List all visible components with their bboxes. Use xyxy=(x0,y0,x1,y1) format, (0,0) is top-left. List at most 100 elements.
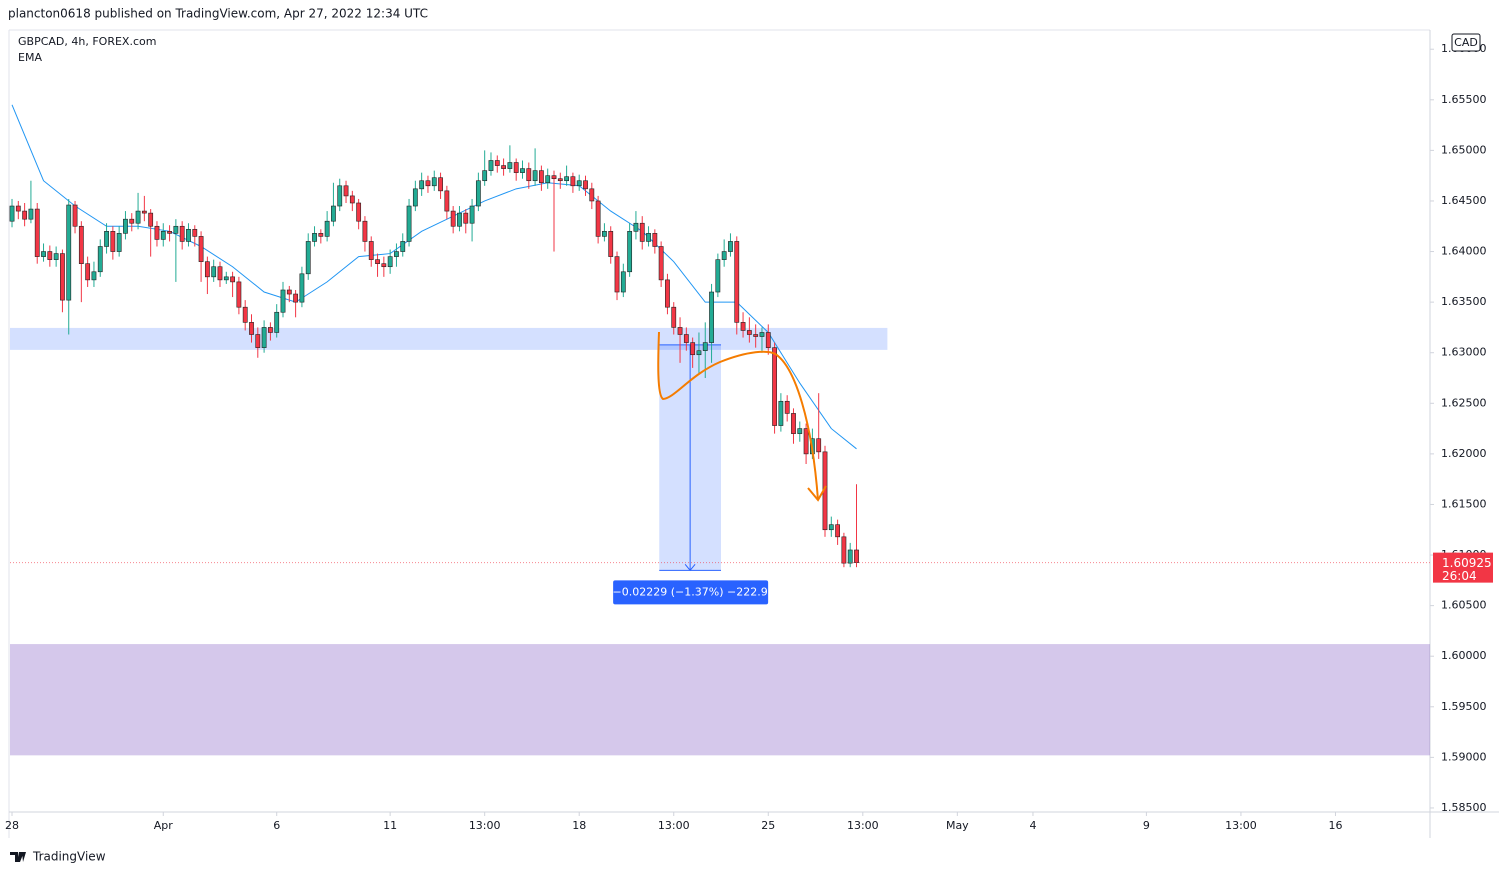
brand-name: TradingView xyxy=(32,850,106,864)
candle-body xyxy=(41,251,46,257)
candle-body xyxy=(709,291,714,343)
candle-body xyxy=(608,231,614,257)
x-tick-label: 18 xyxy=(572,819,586,832)
candle-body xyxy=(331,205,336,222)
candle-body xyxy=(513,162,519,173)
candle-body xyxy=(123,218,128,234)
candle-body xyxy=(469,205,475,224)
measure-label: −0.02229 (−1.37%) −222.9 xyxy=(613,585,768,598)
x-tick-label: Apr xyxy=(154,819,174,832)
candle-body xyxy=(349,195,355,204)
x-tick-label: May xyxy=(946,819,969,832)
candle-body xyxy=(614,256,620,293)
candle-body xyxy=(261,327,267,348)
candle-body xyxy=(847,549,853,564)
candle-body xyxy=(419,180,425,190)
candle-body xyxy=(255,334,261,348)
candle-body xyxy=(47,251,53,260)
symbol-title: GBPCAD, 4h, FOREX.com xyxy=(18,35,156,48)
x-tick-label: 25 xyxy=(761,819,775,832)
candle-body xyxy=(60,253,65,301)
candle-body xyxy=(343,185,349,197)
candle-body xyxy=(179,225,185,242)
candle-body xyxy=(538,170,544,184)
candle-body xyxy=(293,293,299,303)
candle-body xyxy=(66,204,72,301)
candle-body xyxy=(784,400,790,414)
candle-body xyxy=(564,176,570,182)
y-tick-label: 1.65000 xyxy=(1441,143,1487,156)
candle-body xyxy=(78,225,84,264)
currency-box[interactable] xyxy=(1451,33,1481,52)
candle-body xyxy=(236,281,242,308)
candle-body xyxy=(15,205,21,212)
candle-body xyxy=(835,524,840,538)
candle-body xyxy=(394,251,399,257)
candle-body xyxy=(803,428,809,455)
candle-body xyxy=(274,311,280,333)
y-tick-label: 1.58500 xyxy=(1441,801,1487,814)
y-tick-label: 1.59000 xyxy=(1441,750,1487,763)
candle-body xyxy=(286,289,292,295)
candle-body xyxy=(841,536,847,564)
candle-body xyxy=(400,241,406,252)
candle-body xyxy=(740,322,746,331)
candle-body xyxy=(671,306,677,328)
candle-body xyxy=(457,212,462,227)
candle-body xyxy=(576,180,582,187)
candle-body xyxy=(85,263,91,281)
x-tick-label: 13:00 xyxy=(1225,819,1257,832)
x-tick-label: 13:00 xyxy=(658,819,690,832)
candle-body xyxy=(507,162,513,169)
y-tick-label: 1.59500 xyxy=(1441,700,1487,713)
candle-body xyxy=(192,228,198,237)
x-tick-label: 13:00 xyxy=(847,819,879,832)
candle-body xyxy=(186,228,191,242)
candle-body xyxy=(249,322,254,335)
candle-body xyxy=(595,200,601,237)
y-tick-label: 1.63500 xyxy=(1441,295,1487,308)
x-tick-label: 28 xyxy=(5,819,19,832)
x-tick-label: 11 xyxy=(383,819,397,832)
candle-body xyxy=(475,180,481,207)
candle-body xyxy=(116,233,122,252)
candle-body xyxy=(765,332,771,348)
candle-body xyxy=(312,233,317,242)
currency-label[interactable]: CAD xyxy=(1454,36,1478,49)
candle-body xyxy=(797,428,803,434)
candle-body xyxy=(589,188,595,202)
candle-body xyxy=(658,246,664,281)
candle-body xyxy=(665,279,670,308)
y-tick-label: 1.61500 xyxy=(1441,497,1487,510)
candle-body xyxy=(91,271,97,281)
last-price-label: 1.60925 xyxy=(1442,556,1492,570)
candle-body xyxy=(129,218,135,224)
candle-body xyxy=(570,176,576,187)
candle-body xyxy=(494,160,500,166)
y-tick-label: 1.62000 xyxy=(1441,447,1487,460)
candle-body xyxy=(677,327,683,335)
candle-body xyxy=(28,208,34,220)
candle-body xyxy=(406,205,412,242)
candle-body xyxy=(34,208,40,257)
drawn-curve xyxy=(657,331,819,501)
x-tick-label: 4 xyxy=(1029,819,1036,832)
candle-body xyxy=(318,233,324,237)
candle-body xyxy=(305,241,311,275)
candle-body xyxy=(154,225,160,240)
published-note: plancton0618 published on TradingView.co… xyxy=(8,7,428,21)
candle-body xyxy=(22,210,28,220)
candle-body xyxy=(828,524,834,531)
candle-body xyxy=(791,413,796,434)
candle-body xyxy=(652,233,658,247)
ema-line xyxy=(11,104,857,450)
candle-body xyxy=(450,210,456,227)
candle-body xyxy=(230,276,235,283)
candle-body xyxy=(728,241,733,252)
measure-arrowhead xyxy=(684,563,696,572)
brand-logo xyxy=(10,852,26,862)
measure-label-box xyxy=(613,580,769,605)
candle-body xyxy=(204,261,210,278)
candle-body xyxy=(97,246,103,273)
candle-body xyxy=(104,231,109,247)
